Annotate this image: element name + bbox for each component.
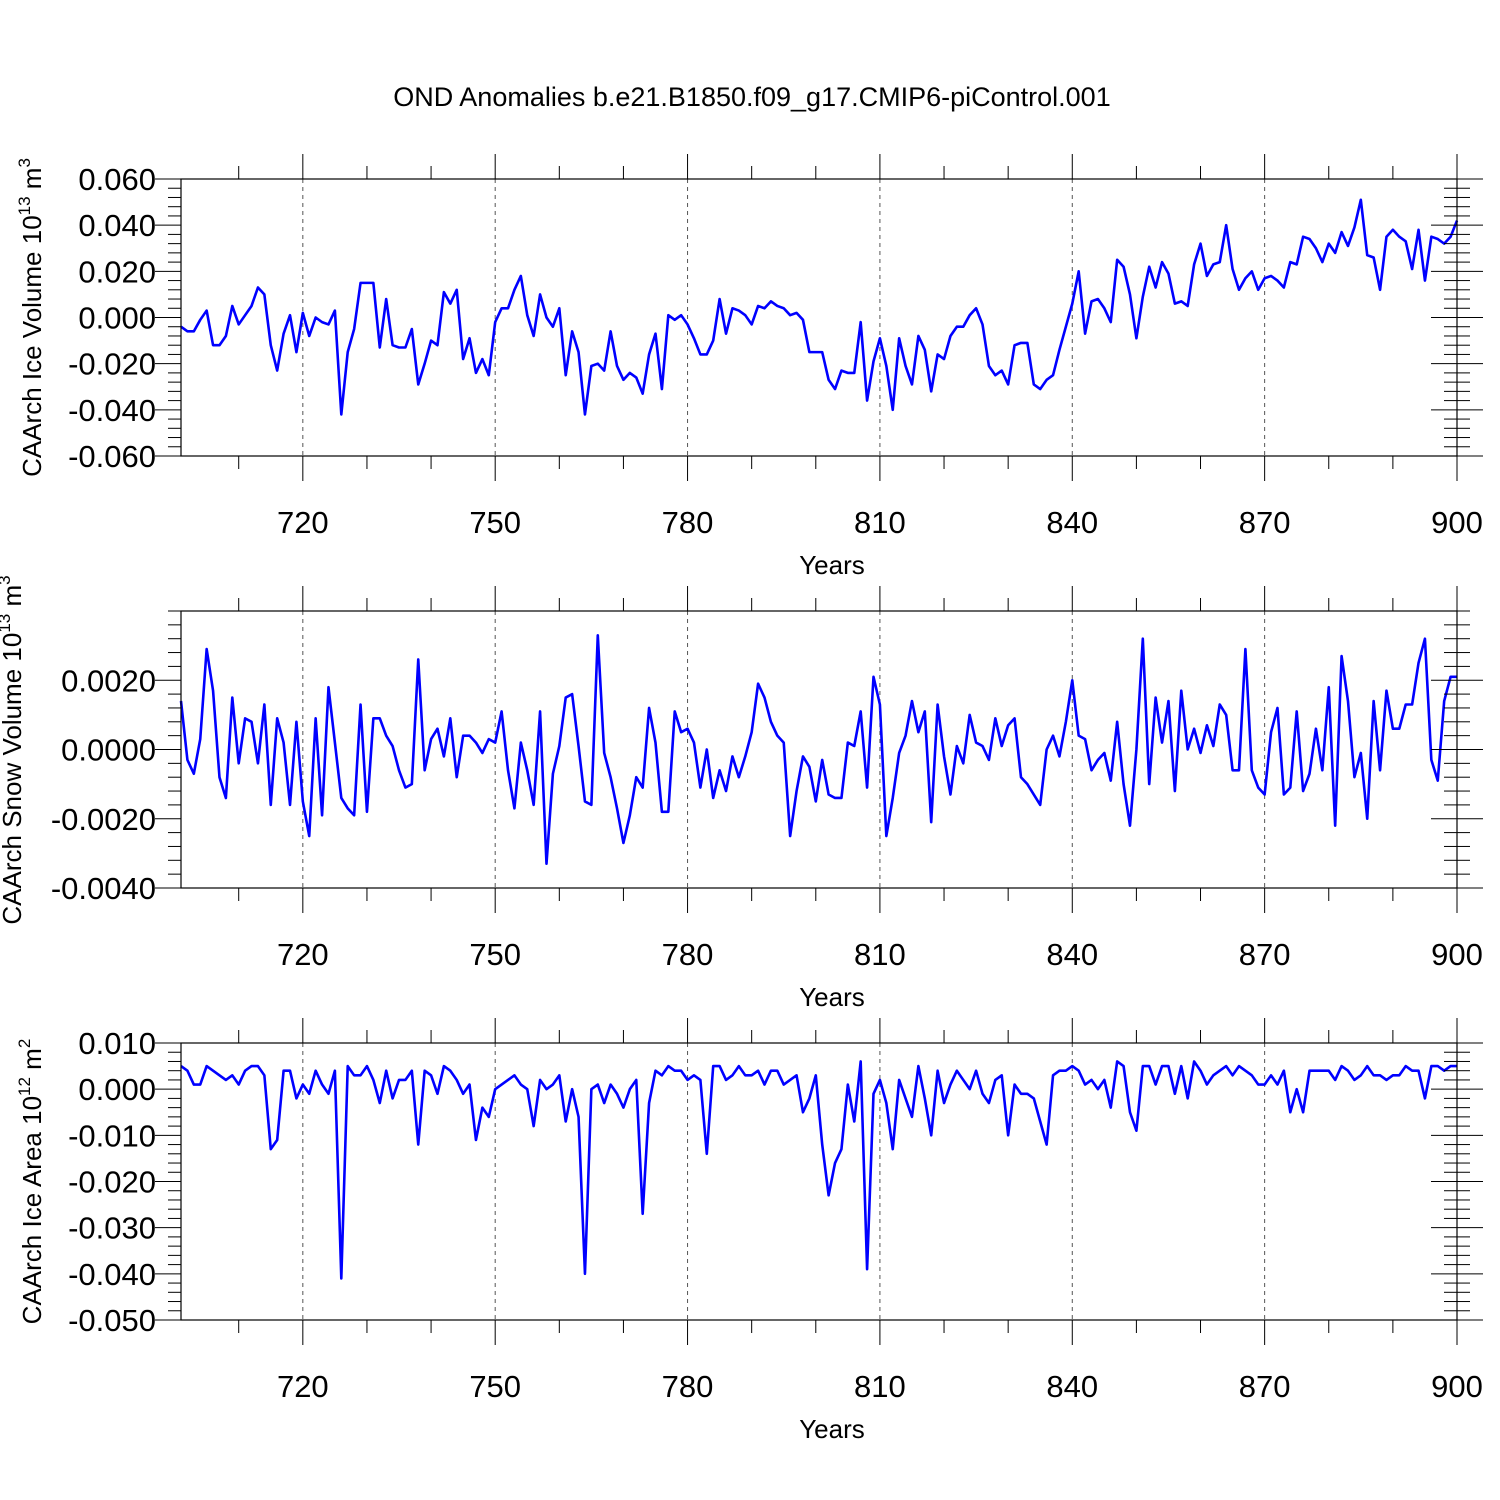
x-tick-label: 870 xyxy=(1239,937,1291,972)
x-tick-label: 780 xyxy=(662,937,714,972)
y-tick-label: 0.040 xyxy=(78,208,156,243)
y-tick-label: -0.040 xyxy=(68,1257,156,1292)
x-tick-label: 720 xyxy=(277,1369,329,1404)
x-tick-label: 900 xyxy=(1431,937,1483,972)
x-tick-label: 750 xyxy=(469,937,521,972)
x-tick-label: 810 xyxy=(854,937,906,972)
x-tick-label: 810 xyxy=(854,1369,906,1404)
x-tick-label: 870 xyxy=(1239,505,1291,540)
x-tick-label: 810 xyxy=(854,505,906,540)
y-tick-label: 0.000 xyxy=(78,301,156,336)
figure-title: OND Anomalies b.e21.B1850.f09_g17.CMIP6-… xyxy=(393,82,1110,112)
y-axis-title: CAArch Ice Volume 1013 m3 xyxy=(15,158,47,477)
x-tick-label: 750 xyxy=(469,1369,521,1404)
x-tick-label: 840 xyxy=(1046,937,1098,972)
y-tick-label: 0.010 xyxy=(78,1026,156,1061)
y-tick-label: 0.0000 xyxy=(61,733,156,768)
y-tick-label: 0.060 xyxy=(78,162,156,197)
y-tick-label: -0.030 xyxy=(68,1211,156,1246)
chart-panel-2: 720 750 780 810 840 870 900 Years -0.0040 -0.0020… xyxy=(0,575,1483,1012)
series-line xyxy=(180,198,1459,416)
y-tick-label: -0.020 xyxy=(68,1165,156,1200)
x-tick-label: 750 xyxy=(469,505,521,540)
y-axis-title: CAArch Ice Area 1012 m2 xyxy=(15,1039,47,1325)
y-tick-label: 0.000 xyxy=(78,1072,156,1107)
series-line xyxy=(179,633,1457,866)
x-tick-label: 780 xyxy=(662,505,714,540)
x-tick-label: 720 xyxy=(277,505,329,540)
y-tick-label: 0.020 xyxy=(78,254,156,289)
plot-frame xyxy=(180,178,1458,457)
y-tick-label: 0.0020 xyxy=(61,663,156,698)
y-tick-label: -0.0020 xyxy=(51,802,156,837)
y-tick-label: -0.010 xyxy=(68,1118,156,1153)
y-axis-title: CAArch Snow Volume 1013 m3 xyxy=(0,575,27,924)
x-tick-label: 870 xyxy=(1239,1369,1291,1404)
y-tick-label: -0.040 xyxy=(68,393,156,428)
x-tick-label: 840 xyxy=(1046,505,1098,540)
y-tick-label: -0.060 xyxy=(68,439,156,474)
y-tick-label: -0.0040 xyxy=(51,871,156,906)
x-tick-label: 720 xyxy=(277,937,329,972)
y-tick-label: -0.020 xyxy=(68,347,156,382)
x-axis-title: Years xyxy=(799,550,865,580)
y-tick-label: -0.050 xyxy=(68,1303,156,1338)
series-line xyxy=(180,1060,1457,1280)
x-axis-title: Years xyxy=(799,982,865,1012)
chart-panel-1: 720 750 780 810 840 870 900 Years -0.060 -0.040 -0… xyxy=(15,154,1483,580)
x-axis-title: Years xyxy=(799,1414,865,1444)
x-tick-label: 900 xyxy=(1431,505,1483,540)
x-tick-label: 900 xyxy=(1431,1369,1483,1404)
chart-panel-3: 720 750 780 810 840 870 900 Years -0.050 -0.040 -0… xyxy=(15,1018,1483,1444)
x-tick-label: 840 xyxy=(1046,1369,1098,1404)
x-tick-label: 780 xyxy=(662,1369,714,1404)
